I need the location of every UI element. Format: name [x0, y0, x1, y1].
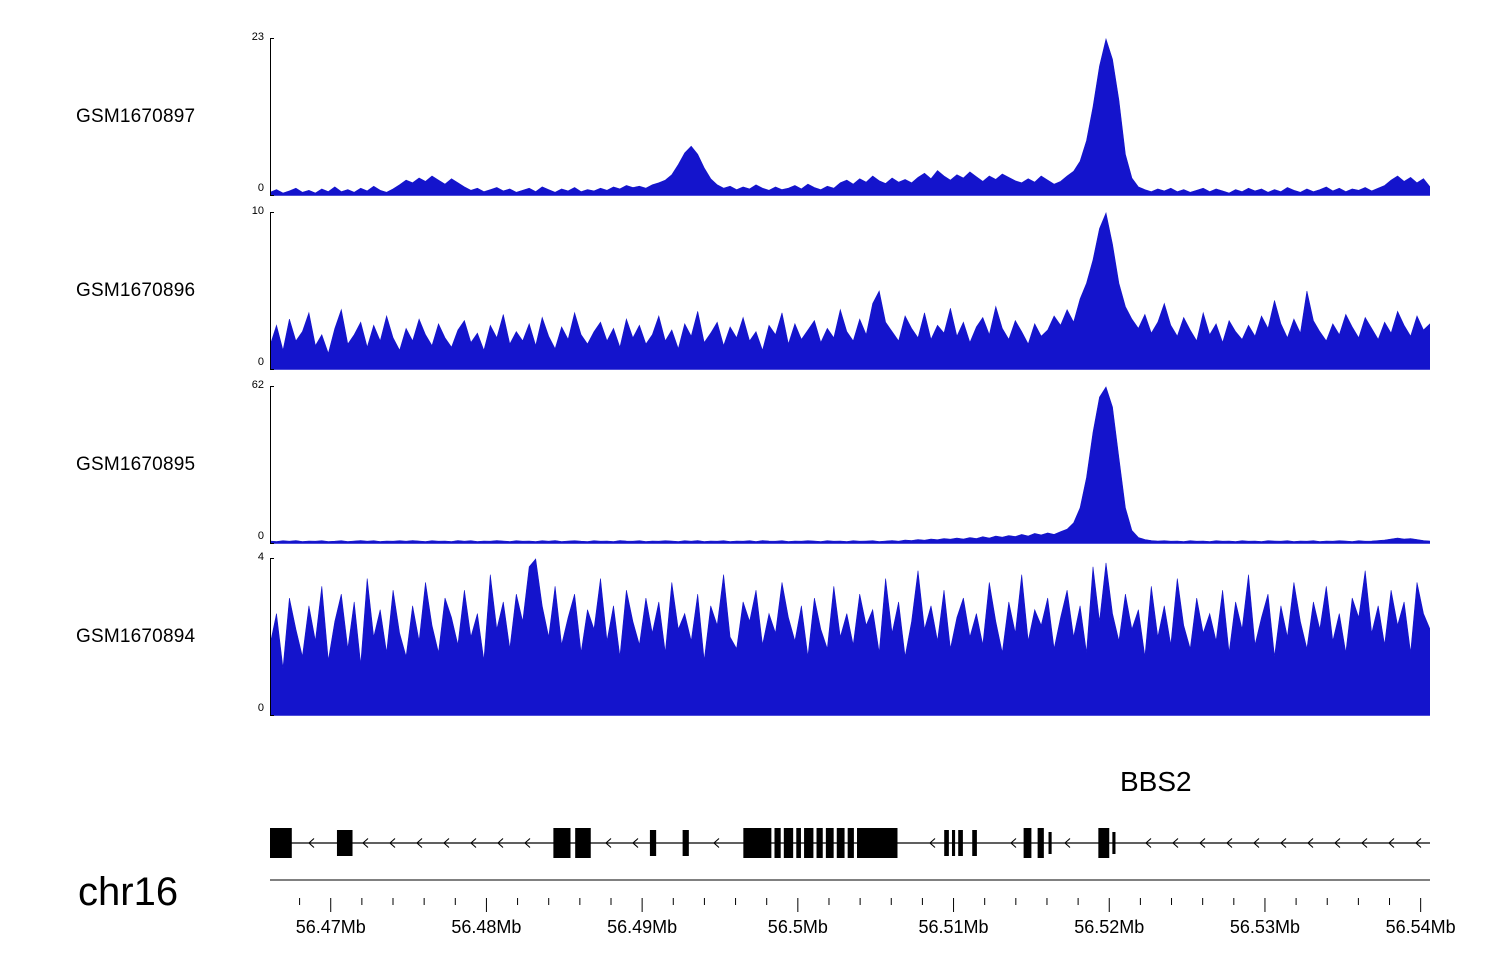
minus-strand-arrow-icon — [308, 838, 315, 848]
x-tick-label-56.48Mb: 56.48Mb — [451, 917, 522, 937]
exon-box — [336, 830, 353, 856]
y-axis-max-label: 62 — [251, 379, 264, 391]
minus-strand-arrow-icon — [497, 838, 504, 848]
minus-strand-arrow-icon — [713, 838, 720, 848]
gene-name-label: BBS2 — [1120, 766, 1192, 797]
exon-box — [847, 828, 854, 858]
exon-box — [783, 828, 794, 858]
exon-box — [796, 828, 801, 858]
exon-box — [1037, 828, 1044, 858]
exon-box — [575, 828, 591, 858]
minus-strand-arrow-icon — [1064, 838, 1071, 848]
chromosome-label: chr16 — [78, 870, 179, 914]
signal-area — [270, 386, 1430, 544]
x-tick-label-56.5Mb: 56.5Mb — [767, 917, 828, 937]
minus-strand-arrow-icon — [362, 838, 369, 848]
x-tick-label-56.52Mb: 56.52Mb — [1074, 917, 1145, 937]
exon-box — [774, 828, 781, 858]
x-tick-label-56.51Mb: 56.51Mb — [918, 917, 989, 937]
minus-strand-arrow-icon — [1415, 838, 1422, 848]
exon-box — [743, 828, 772, 858]
exon-box — [836, 828, 845, 858]
genomic-coordinate-ruler: 56.47Mb 56.48Mb 56.49Mb 56.5Mb 56.51Mb 56.52M… — [270, 875, 1456, 975]
exon-box — [951, 830, 956, 856]
y-axis-max-label: 23 — [251, 31, 264, 43]
exon-box — [825, 828, 834, 858]
minus-strand-arrow-icon — [1172, 838, 1179, 848]
minus-strand-arrow-icon — [1307, 838, 1314, 848]
minus-strand-arrow-icon — [1388, 838, 1395, 848]
minus-strand-arrow-icon — [632, 838, 639, 848]
exon-box — [1112, 832, 1116, 854]
ruler-ticks — [270, 879, 1430, 912]
coverage-track-GSM1670897 — [270, 38, 1430, 196]
minus-strand-arrow-icon — [416, 838, 423, 848]
signal-area — [270, 558, 1430, 716]
exon-box — [649, 830, 657, 856]
exon-box — [972, 830, 977, 856]
minus-strand-arrow-icon — [470, 838, 477, 848]
y-axis-zero-label: 0 — [257, 702, 264, 714]
minus-strand-arrow-icon — [1280, 838, 1287, 848]
exon-box — [1048, 832, 1052, 854]
gene-model-track — [270, 828, 1430, 858]
y-axis-max-label: 4 — [257, 551, 264, 563]
x-tick-label-56.49Mb: 56.49Mb — [607, 917, 678, 937]
exon-box — [944, 830, 949, 856]
y-axis-zero-label: 0 — [257, 356, 264, 368]
minus-strand-arrow-icon — [1253, 838, 1260, 848]
exon-box — [857, 828, 898, 858]
coverage-track-GSM1670896 — [270, 212, 1430, 370]
coverage-track-GSM1670895 — [270, 386, 1430, 544]
minus-strand-arrow-icon — [1199, 838, 1206, 848]
y-axis-zero-label: 0 — [257, 182, 264, 194]
minus-strand-arrow-icon — [1334, 838, 1341, 848]
x-tick-label-56.47Mb: 56.47Mb — [295, 917, 366, 937]
exon-box — [804, 828, 814, 858]
minus-strand-arrow-icon — [929, 838, 936, 848]
minus-strand-arrow-icon — [1226, 838, 1233, 848]
minus-strand-arrow-icon — [1145, 838, 1152, 848]
exon-box — [816, 828, 823, 858]
exon-box — [270, 828, 292, 858]
exon-box — [1098, 828, 1110, 858]
minus-strand-arrow-icon — [389, 838, 396, 848]
signal-area — [270, 38, 1430, 196]
exon-box — [682, 830, 689, 856]
signal-area — [270, 212, 1430, 370]
minus-strand-arrow-icon — [524, 838, 531, 848]
minus-strand-arrow-icon — [605, 838, 612, 848]
y-axis-max-label: 10 — [251, 205, 264, 217]
coverage-track-GSM1670894 — [270, 558, 1430, 716]
exon-box — [553, 828, 571, 858]
minus-strand-arrow-icon — [1010, 838, 1017, 848]
track-label-GSM1670896: GSM1670896 — [76, 280, 196, 301]
minus-strand-arrow-icon — [443, 838, 450, 848]
exon-box — [958, 830, 963, 856]
track-label-GSM1670895: GSM1670895 — [76, 454, 196, 475]
x-tick-label-56.54Mb: 56.54Mb — [1385, 917, 1456, 937]
y-axis-zero-label: 0 — [257, 530, 264, 542]
track-label-GSM1670894: GSM1670894 — [76, 626, 196, 647]
x-tick-label-56.53Mb: 56.53Mb — [1229, 917, 1300, 937]
track-label-GSM1670897: GSM1670897 — [76, 106, 196, 127]
minus-strand-arrow-icon — [1361, 838, 1368, 848]
exon-box — [1023, 828, 1032, 858]
